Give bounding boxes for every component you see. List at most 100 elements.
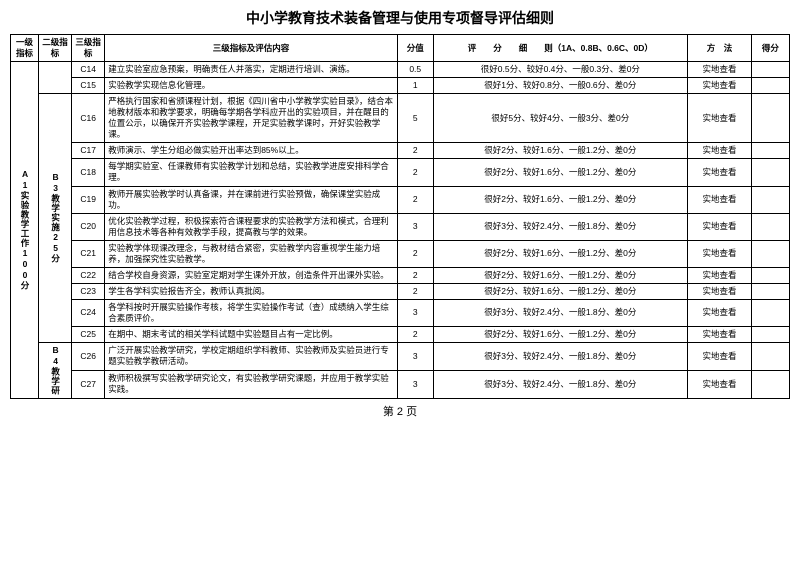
rule-cell: 很好5分、较好4分、一般3分、差0分 [433,94,688,143]
code-cell: C18 [72,159,105,186]
code-cell: C25 [72,326,105,342]
score-cell: 2 [397,143,433,159]
desc-cell: 在期中、期末考试的相关学科试题中实验题目占有一定比例。 [105,326,398,342]
score-cell: 2 [397,283,433,299]
rule-cell: 很好2分、较好1.6分、一般1.2分、差0分 [433,159,688,186]
code-cell: C23 [72,283,105,299]
table-row: C19教师开展实验教学时认真备课，并在课前进行实验预做，确保课堂实验成功。2很好… [11,186,790,213]
score-cell: 2 [397,159,433,186]
desc-cell: 实验教学实现信息化管理。 [105,78,398,94]
score-cell: 3 [397,343,433,371]
rule-cell: 很好2分、较好1.6分、一般1.2分、差0分 [433,240,688,267]
method-cell: 实地查看 [688,213,752,240]
rule-cell: 很好3分、较好2.4分、一般1.8分、差0分 [433,213,688,240]
desc-cell: 严格执行国家和省颁课程计划，根据《四川省中小学教学实验目录》，结合本地教材版本和… [105,94,398,143]
code-cell: C14 [72,62,105,78]
score-cell: 3 [397,213,433,240]
rule-cell: 很好3分、较好2.4分、一般1.8分、差0分 [433,343,688,371]
desc-cell: 教师积极撰写实验教学研究论文，有实验教学研究课题，并应用于教学实验实践。 [105,370,398,398]
table-row: C24各学科按时开展实验操作考核，将学生实验操作考试（查）成绩纳入学生综合素质评… [11,299,790,326]
code-cell: C20 [72,213,105,240]
score-cell: 3 [397,299,433,326]
result-cell [751,78,789,94]
code-cell: C22 [72,267,105,283]
desc-cell: 结合学校自身资源，实验室定期对学生课外开放，创造条件开出课外实验。 [105,267,398,283]
result-cell [751,240,789,267]
rule-cell: 很好0.5分、较好0.4分、一般0.3分、差0分 [433,62,688,78]
score-cell: 2 [397,240,433,267]
code-cell: C16 [72,94,105,143]
result-cell [751,94,789,143]
rule-cell: 很好2分、较好1.6分、一般1.2分、差0分 [433,283,688,299]
code-cell: C21 [72,240,105,267]
table-body: A1实验教学工作100分 C14建立实验室应急预案，明确责任人并落实，定期进行培训… [11,62,790,398]
table-header-row: 一级指标 二级指标 三级指标 三级指标及评估内容 分值 评 分 细 则（1A、0… [11,35,790,62]
table-row: A1实验教学工作100分C14建立实验室应急预案，明确责任人并落实，定期进行培训… [11,62,790,78]
method-cell: 实地查看 [688,94,752,143]
score-cell: 1 [397,78,433,94]
result-cell [751,159,789,186]
result-cell [751,62,789,78]
header-method: 方 法 [688,35,752,62]
header-rule: 评 分 细 则（1A、0.8B、0.6C、0D） [433,35,688,62]
method-cell: 实地查看 [688,283,752,299]
method-cell: 实地查看 [688,267,752,283]
score-cell: 2 [397,186,433,213]
header-desc: 三级指标及评估内容 [105,35,398,62]
table-row: C25在期中、期末考试的相关学科试题中实验题目占有一定比例。2很好2分、较好1.… [11,326,790,342]
method-cell: 实地查看 [688,326,752,342]
rule-cell: 很好3分、较好2.4分、一般1.8分、差0分 [433,299,688,326]
level2-b3: B3教学实施25分 [39,94,72,343]
code-cell: C19 [72,186,105,213]
result-cell [751,343,789,371]
score-cell: 2 [397,326,433,342]
score-cell: 5 [397,94,433,143]
method-cell: 实地查看 [688,240,752,267]
method-cell: 实地查看 [688,299,752,326]
score-cell: 2 [397,267,433,283]
header-l3: 三级指标 [72,35,105,62]
result-cell [751,283,789,299]
method-cell: 实地查看 [688,343,752,371]
code-cell: C27 [72,370,105,398]
rule-cell: 很好1分、较好0.8分、一般0.6分、差0分 [433,78,688,94]
page-footer: 第 2 页 [0,399,800,419]
desc-cell: 每学期实验室、任课教师有实验教学计划和总结，实验教学进度安排科学合理。 [105,159,398,186]
desc-cell: 各学科按时开展实验操作考核，将学生实验操作考试（查）成绩纳入学生综合素质评价。 [105,299,398,326]
method-cell: 实地查看 [688,159,752,186]
table-row: C20优化实验教学过程，积极探索符合课程要求的实验教学方法和模式，合理利用信息技… [11,213,790,240]
table-row: B3教学实施25分C16严格执行国家和省颁课程计划，根据《四川省中小学教学实验目… [11,94,790,143]
level2-b4: B4教学研 [39,343,72,399]
level2-empty [39,62,72,94]
header-result: 得分 [751,35,789,62]
rule-cell: 很好2分、较好1.6分、一般1.2分、差0分 [433,326,688,342]
method-cell: 实地查看 [688,143,752,159]
table-row: C18每学期实验室、任课教师有实验教学计划和总结，实验教学进度安排科学合理。2很… [11,159,790,186]
table-row: C21实验教学体现课改理念，与教材结合紧密，实验教学内容重视学生能力培养，加强探… [11,240,790,267]
result-cell [751,213,789,240]
desc-cell: 优化实验教学过程，积极探索符合课程要求的实验教学方法和模式，合理利用信息技术等各… [105,213,398,240]
desc-cell: 广泛开展实验教学研究，学校定期组织学科教师、实验教师及实验员进行专题实验教学教研… [105,343,398,371]
desc-cell: 实验教学体现课改理念，与教材结合紧密，实验教学内容重视学生能力培养，加强探究性实… [105,240,398,267]
desc-cell: 教师演示、学生分组必做实验开出率达到85%以上。 [105,143,398,159]
score-cell: 0.5 [397,62,433,78]
table-row: C23学生各学科实验报告齐全，教师认真批阅。2很好2分、较好1.6分、一般1.2… [11,283,790,299]
code-cell: C17 [72,143,105,159]
rule-cell: 很好3分、较好2.4分、一般1.8分、差0分 [433,370,688,398]
method-cell: 实地查看 [688,186,752,213]
desc-cell: 教师开展实验教学时认真备课，并在课前进行实验预做，确保课堂实验成功。 [105,186,398,213]
result-cell [751,299,789,326]
header-score: 分值 [397,35,433,62]
desc-cell: 建立实验室应急预案，明确责任人并落实，定期进行培训、演练。 [105,62,398,78]
result-cell [751,143,789,159]
method-cell: 实地查看 [688,370,752,398]
result-cell [751,370,789,398]
code-cell: C26 [72,343,105,371]
score-cell: 3 [397,370,433,398]
evaluation-table: 一级指标 二级指标 三级指标 三级指标及评估内容 分值 评 分 细 则（1A、0… [10,34,790,399]
result-cell [751,326,789,342]
level1-cell: A1实验教学工作100分 [11,62,39,398]
code-cell: C15 [72,78,105,94]
result-cell [751,186,789,213]
desc-cell: 学生各学科实验报告齐全，教师认真批阅。 [105,283,398,299]
